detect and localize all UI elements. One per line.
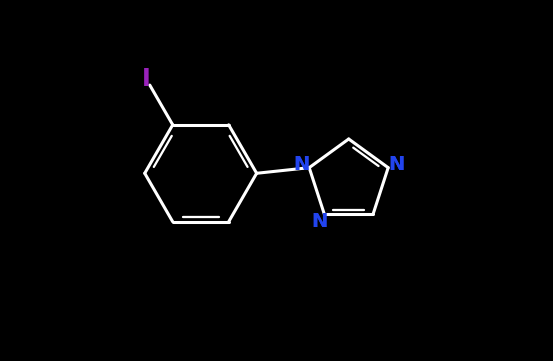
Text: N: N [311,212,327,231]
Text: N: N [388,156,405,174]
Text: N: N [293,156,309,174]
Text: N: N [311,212,327,231]
Text: N: N [293,156,309,174]
Text: I: I [142,68,151,91]
Text: N: N [388,156,405,174]
